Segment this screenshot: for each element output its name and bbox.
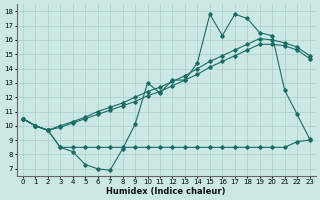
X-axis label: Humidex (Indice chaleur): Humidex (Indice chaleur): [107, 187, 226, 196]
